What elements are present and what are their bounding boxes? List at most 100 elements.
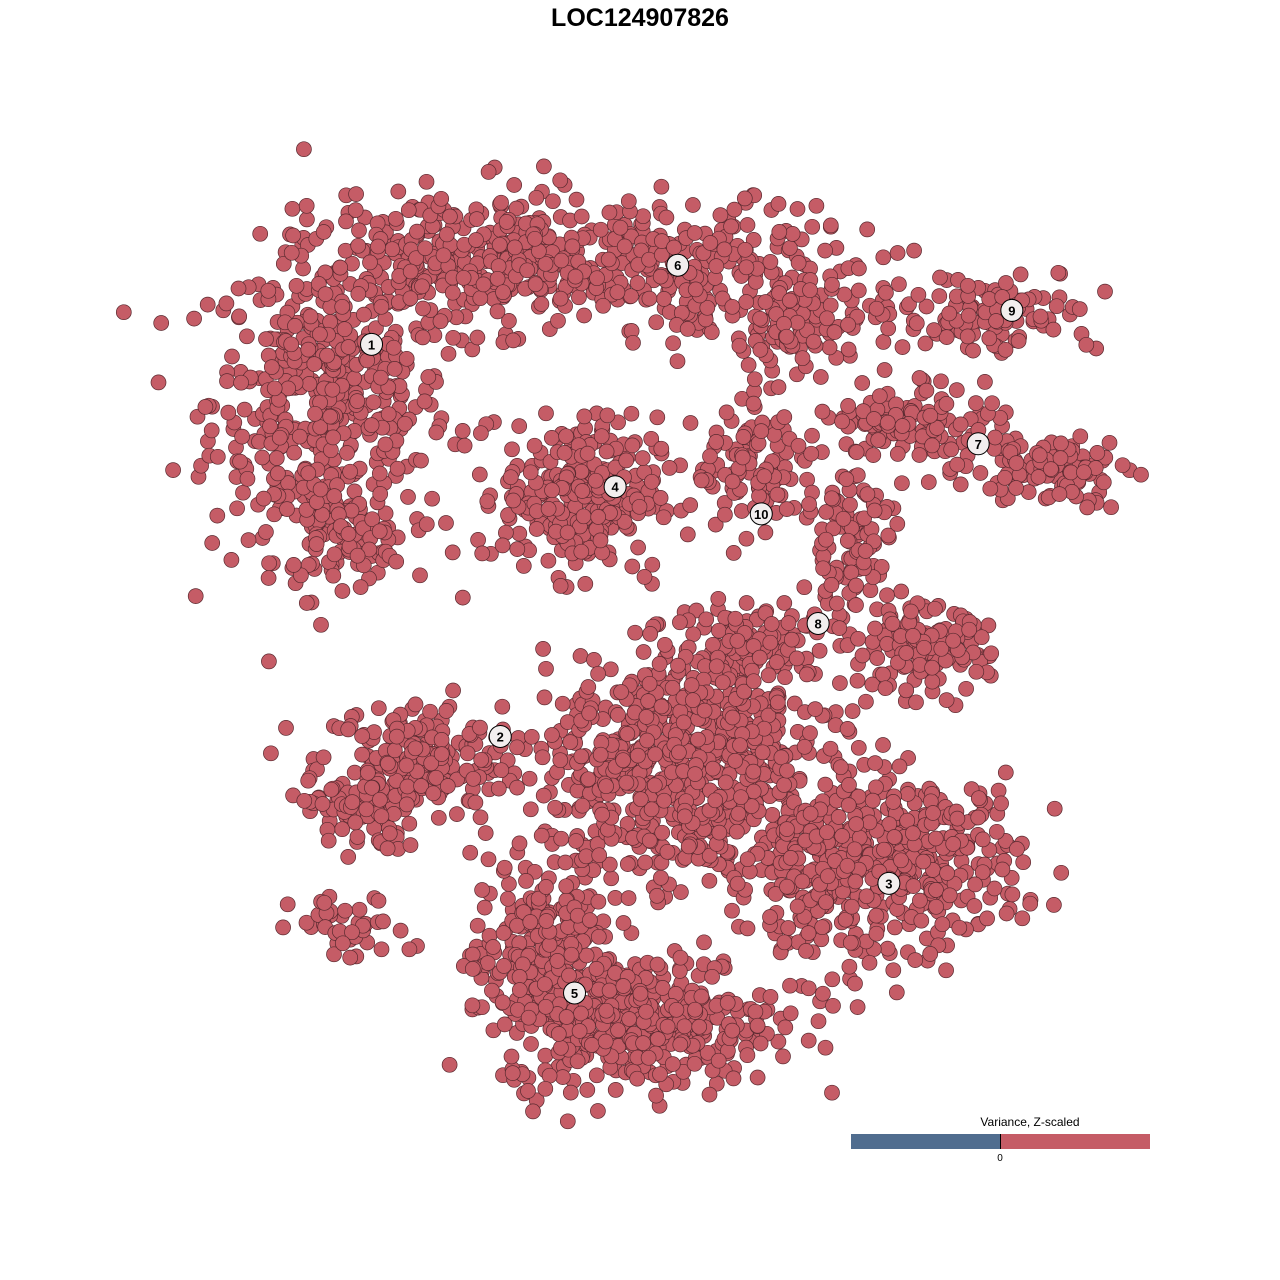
point-cluster-4 — [456, 437, 473, 454]
point-cluster-3 — [861, 814, 878, 831]
point-cluster-6 — [601, 204, 618, 221]
cluster-label-badge — [603, 475, 627, 499]
point-cluster-3 — [782, 850, 799, 866]
point-cluster-5 — [441, 1056, 458, 1073]
point-cluster-8 — [848, 597, 864, 613]
cluster-label-text: 1 — [368, 337, 375, 352]
point-cluster-6 — [552, 172, 569, 189]
point-cluster-5 — [530, 890, 547, 907]
point-cluster-5 — [708, 658, 725, 675]
point-cluster-3 — [1015, 854, 1032, 871]
point-cluster-5 — [618, 774, 635, 791]
point-cluster-5 — [749, 1069, 766, 1086]
point-cluster-5 — [635, 644, 652, 660]
point-cluster-8 — [856, 510, 872, 527]
point-cluster-7 — [984, 395, 1000, 412]
point-cluster-4 — [616, 513, 633, 530]
point-cluster-5 — [832, 759, 849, 776]
point-cluster-2 — [344, 794, 361, 810]
point-cluster-3 — [994, 861, 1011, 878]
point-cluster-6 — [658, 209, 675, 226]
point-cluster-5 — [494, 994, 511, 1011]
point-cluster-9 — [931, 288, 948, 304]
point-cluster-5 — [719, 994, 736, 1011]
point-cluster-5 — [743, 798, 760, 814]
point-cluster-4 — [494, 537, 511, 554]
point-cluster-6 — [480, 164, 497, 180]
point-cluster-1 — [284, 200, 301, 217]
point-cluster-6 — [703, 324, 720, 341]
point-cluster-7 — [871, 388, 888, 404]
point-cluster-6 — [740, 357, 757, 373]
point-cluster-3 — [885, 962, 902, 979]
point-cluster-1 — [454, 423, 471, 439]
point-cluster-2 — [379, 840, 396, 857]
point-cluster-2 — [388, 728, 405, 745]
point-cluster-7 — [1051, 486, 1068, 502]
point-cluster-4 — [592, 532, 609, 549]
point-cluster-2 — [413, 778, 429, 794]
point-cluster-4 — [644, 556, 661, 573]
point-cluster-5 — [541, 1067, 558, 1084]
point-cluster-7 — [1103, 499, 1119, 516]
point-cluster-8 — [738, 595, 755, 611]
point-cluster-7 — [1133, 466, 1149, 483]
point-cluster-8 — [823, 490, 840, 507]
point-cluster-5 — [619, 726, 636, 742]
point-cluster-4 — [552, 578, 569, 594]
point-cluster-8 — [875, 666, 891, 683]
point-cluster-6 — [666, 239, 682, 256]
point-cluster-8 — [796, 579, 813, 596]
point-cluster-1 — [219, 373, 235, 389]
cluster-label-7: 7 — [966, 432, 990, 456]
point-cluster-9 — [917, 335, 934, 352]
point-cluster-5 — [569, 1053, 586, 1070]
point-cluster-3 — [907, 952, 924, 968]
point-cluster-10 — [804, 427, 820, 444]
point-cluster-1 — [236, 401, 253, 418]
point-cluster-8 — [838, 471, 855, 487]
point-cluster-2 — [340, 721, 357, 738]
point-cluster-1 — [322, 408, 339, 425]
point-cluster-10 — [803, 445, 820, 462]
point-cluster-3 — [974, 864, 991, 881]
point-cluster-5 — [554, 695, 571, 712]
point-cluster-5 — [582, 912, 598, 929]
point-cluster-3 — [879, 940, 896, 957]
point-cluster-3 — [729, 875, 746, 892]
point-cluster-1 — [261, 653, 277, 670]
point-cluster-6 — [576, 307, 592, 324]
point-cluster-6 — [508, 200, 525, 217]
point-cluster-5 — [701, 1086, 718, 1103]
point-cluster-1 — [271, 429, 288, 446]
cluster-label-text: 5 — [571, 986, 578, 1001]
point-cluster-3 — [1014, 910, 1031, 927]
point-cluster-1 — [288, 277, 305, 294]
point-cluster-5 — [691, 1018, 708, 1035]
point-cluster-9 — [1050, 264, 1067, 281]
point-cluster-5 — [563, 946, 580, 963]
point-cluster-4 — [652, 490, 669, 506]
point-cluster-4 — [556, 445, 573, 461]
point-cluster-4 — [655, 509, 672, 526]
point-cluster-6 — [417, 240, 434, 257]
point-cluster-1 — [365, 394, 382, 411]
point-cluster-6 — [501, 313, 517, 329]
point-cluster-10 — [718, 404, 735, 421]
point-cluster-1 — [372, 486, 389, 502]
point-cluster-1 — [342, 463, 358, 480]
point-cluster-3 — [776, 934, 793, 951]
point-cluster-1 — [420, 369, 437, 385]
cluster-label-text: 4 — [612, 480, 620, 495]
point-cluster-5 — [652, 1066, 668, 1083]
point-cluster-1 — [224, 348, 240, 365]
point-cluster-3 — [966, 898, 983, 914]
point-cluster-3 — [820, 868, 836, 885]
point-cluster-6 — [347, 202, 364, 218]
point-cluster-5 — [672, 949, 689, 966]
point-cluster-5 — [584, 1037, 600, 1053]
point-cluster-8 — [877, 680, 894, 697]
point-cluster-6 — [840, 316, 856, 333]
point-cluster-6 — [665, 335, 681, 352]
point-cluster-4 — [502, 469, 519, 486]
